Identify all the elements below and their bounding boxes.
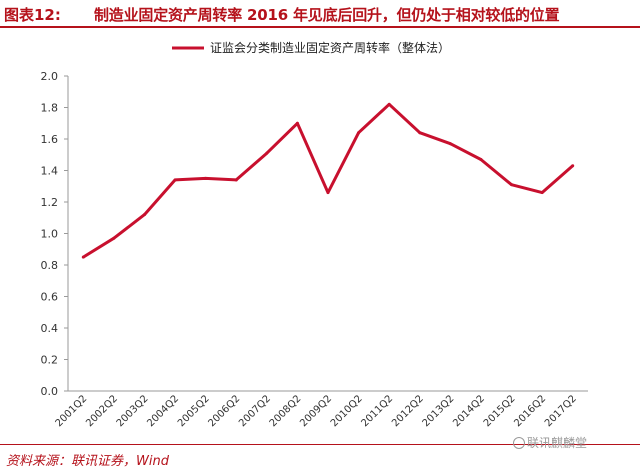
y-tick-label: 0.8 <box>41 259 59 272</box>
watermark-text: 联讯麒麟堂 <box>527 436 588 450</box>
x-tick-label: 2011Q2 <box>359 393 395 429</box>
y-tick-label: 1.8 <box>41 102 59 115</box>
legend-label: 证监会分类制造业固定资产周转率（整体法） <box>210 40 450 55</box>
data-point <box>112 236 116 240</box>
data-point <box>357 131 361 135</box>
data-point <box>571 164 575 168</box>
y-tick-label: 0.4 <box>41 322 59 335</box>
y-tick-label: 1.2 <box>41 196 59 209</box>
y-tick-label: 1.0 <box>41 228 59 241</box>
x-tick-label: 2012Q2 <box>390 393 426 429</box>
x-tick-label: 2009Q2 <box>298 393 334 429</box>
x-tick-label: 2016Q2 <box>512 393 548 429</box>
y-tick-label: 1.6 <box>41 133 59 146</box>
y-tick-label: 0.0 <box>41 385 59 398</box>
figure-label: 图表12: <box>4 6 61 24</box>
data-point <box>173 178 177 182</box>
data-point <box>204 176 208 180</box>
chart-legend: 证监会分类制造业固定资产周转率（整体法） <box>172 40 450 55</box>
x-tick-label: 2013Q2 <box>421 393 457 429</box>
x-tick-label: 2001Q2 <box>54 393 90 429</box>
data-point <box>81 255 85 259</box>
y-tick-label: 0.2 <box>41 354 59 367</box>
data-point <box>418 131 422 135</box>
x-tick-label: 2014Q2 <box>451 393 487 429</box>
footer-rule <box>0 444 640 445</box>
y-tick-label: 2.0 <box>41 70 59 83</box>
x-tick-label: 2005Q2 <box>176 393 212 429</box>
data-point <box>295 121 299 125</box>
data-point <box>540 191 544 195</box>
series-line <box>82 102 574 259</box>
source-note: 资料来源：联讯证券，Wind <box>6 454 169 469</box>
x-tick-label: 2008Q2 <box>268 393 304 429</box>
data-point <box>142 213 146 217</box>
x-tick-label: 2006Q2 <box>207 393 243 429</box>
figure-header: 图表12: 制造业固定资产周转率 2016 年见底后回升，但仍处于相对较低的位置 <box>0 0 640 28</box>
x-tick-label: 2004Q2 <box>145 393 181 429</box>
data-point <box>510 183 514 187</box>
x-tick-label: 2003Q2 <box>115 393 151 429</box>
data-point <box>448 142 452 146</box>
data-point <box>387 102 391 106</box>
wechat-icon <box>513 437 525 449</box>
data-point <box>234 178 238 182</box>
series-layer <box>81 102 575 259</box>
x-tick-label: 2007Q2 <box>237 393 273 429</box>
y-tick-label: 1.4 <box>41 165 59 178</box>
x-tick-label: 2017Q2 <box>543 393 579 429</box>
y-tick-label: 0.6 <box>41 291 59 304</box>
figure-title: 制造业固定资产周转率 2016 年见底后回升，但仍处于相对较低的位置 <box>94 6 560 24</box>
data-point <box>326 191 330 195</box>
x-tick-label: 2015Q2 <box>482 393 518 429</box>
x-tick-label: 2002Q2 <box>84 393 120 429</box>
data-point <box>479 157 483 161</box>
x-tick-label: 2010Q2 <box>329 393 365 429</box>
watermark: 联讯麒麟堂 <box>513 434 587 451</box>
line-chart: 证监会分类制造业固定资产周转率（整体法） 0.0 0.2 0.4 0.6 0.8 1.0 1… <box>41 40 588 429</box>
x-axis: 2001Q22002Q22003Q22004Q22005Q22006Q22007… <box>54 390 588 429</box>
y-axis: 0.0 0.2 0.4 0.6 0.8 1.0 1.2 1.4 1.6 1.8 2.0 <box>41 70 69 398</box>
data-point <box>265 151 269 155</box>
